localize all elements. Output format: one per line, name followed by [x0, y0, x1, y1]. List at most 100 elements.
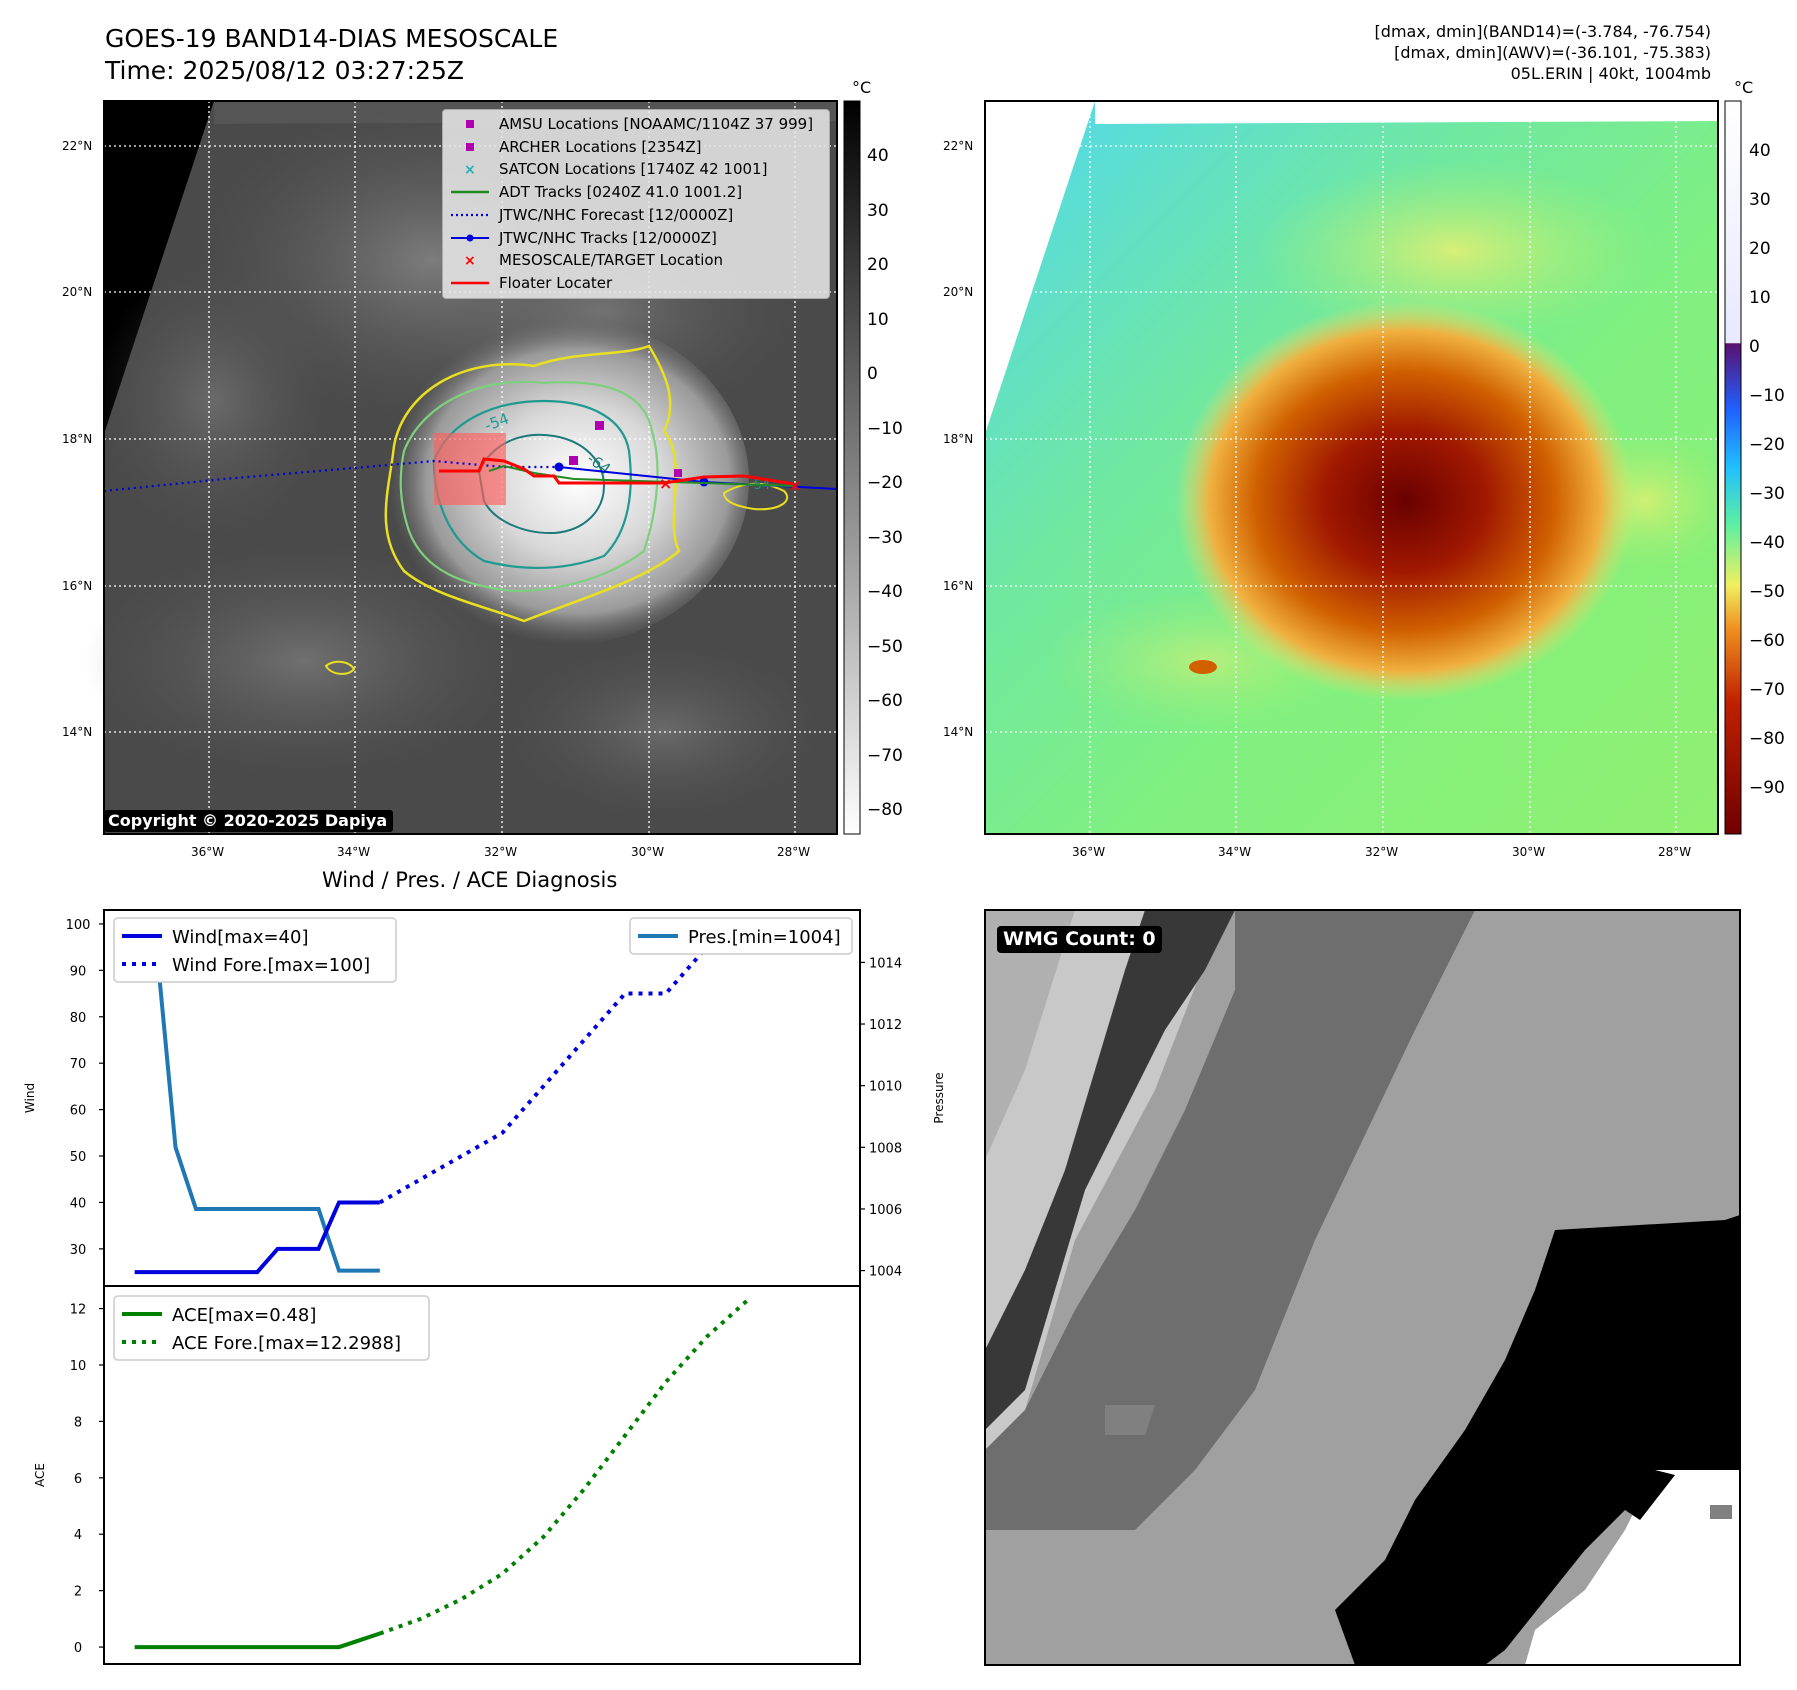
wind-axis-tick-label: 80	[70, 1011, 87, 1026]
awv-colorbar-tick: −60	[1749, 631, 1785, 651]
lat-tick-label: 18°N	[62, 432, 93, 446]
lat-tick-label: 20°N	[62, 285, 93, 299]
awv-panel	[984, 100, 1735, 835]
ace-axes-frame	[103, 1285, 861, 1665]
wind-forecast-series-line	[378, 922, 749, 1205]
ir-colorbar-tick: −50	[867, 636, 903, 657]
ir-colorbar-tick: −70	[867, 745, 903, 766]
ir-colorbar-tick: 40	[867, 146, 889, 166]
lon-tick-label: 36°W	[1072, 845, 1106, 859]
wind-axis-tick-label: 30	[70, 1243, 87, 1258]
legend-label: Wind[max=40]	[172, 927, 309, 948]
legend-swatch	[451, 281, 489, 285]
wind-axis-tick-label: 100	[66, 918, 91, 933]
ace-forecast-series-line	[379, 1298, 749, 1636]
legend-label: JTWC/NHC Forecast [12/0000Z]	[499, 205, 734, 224]
jtwc-track-point	[554, 462, 564, 472]
wind-axis-label: Wind	[23, 1083, 37, 1113]
legend-swatch	[451, 213, 489, 216]
wind-axis-tick-label: 40	[70, 1196, 87, 1211]
awv-colorbar-tick: −50	[1749, 582, 1785, 602]
floater-locater-line	[439, 457, 795, 486]
lon-tick-label: 30°W	[1512, 845, 1546, 859]
legend-swatch	[466, 120, 474, 128]
legend-label: JTWC/NHC Tracks [12/0000Z]	[499, 228, 717, 247]
amsu-marker	[595, 421, 604, 430]
legend-label: ARCHER Locations [2354Z]	[499, 137, 702, 156]
wind-axis-tick-label: 70	[70, 1057, 87, 1072]
pressure-axis-tick-label: 1006	[869, 1203, 902, 1218]
legend-entry: Floater Locater	[449, 273, 829, 293]
ir-colorbar-tick: −20	[867, 473, 903, 493]
ir-colorbar-unit: °C	[852, 78, 872, 97]
diag-chart: 3040506070809010010041006100810101012101…	[23, 909, 946, 1665]
pressure-axis-tick-label: 1008	[869, 1141, 902, 1156]
awv-colorbar-unit: °C	[1734, 78, 1754, 97]
legend-swatch: ×	[464, 162, 476, 178]
awv-colorbar-tick: 0	[1749, 337, 1760, 357]
ir-colorbar-tick: −80	[867, 800, 903, 820]
wind-axis-tick-label: 50	[70, 1150, 87, 1165]
wmg-count-badge: WMG Count: 0	[997, 926, 1162, 953]
lat-tick-label: 18°N	[943, 432, 974, 446]
ace-legend: ACE[max=0.48] ACE Fore.[max=12.2988]	[113, 1295, 430, 1361]
legend-swatch	[451, 190, 489, 194]
legend-label: SATCON Locations [1740Z 42 1001]	[499, 160, 768, 179]
awv-colorbar-tick: 20	[1749, 239, 1771, 259]
lon-tick-label: 30°W	[631, 845, 665, 859]
awv-colorbar-tick: −20	[1749, 435, 1785, 455]
target-location-marker-2: ×	[788, 476, 801, 495]
diag-title: Wind / Pres. / ACE Diagnosis	[322, 868, 618, 892]
info-line-band14: [dmax, dmin](BAND14)=(-3.784, -76.754)	[1374, 22, 1711, 41]
lat-tick-label: 22°N	[943, 139, 974, 153]
awv-colorbar-tick: −90	[1749, 778, 1785, 798]
awv-colorbar-tick: 40	[1749, 141, 1771, 161]
svg-text:×: ×	[464, 253, 476, 269]
legend-swatch: ×	[464, 253, 476, 269]
awv-colorbar-tick: 10	[1749, 288, 1771, 308]
ace-axis-tick-label: 4	[74, 1528, 82, 1543]
lon-tick-label: 32°W	[1365, 845, 1399, 859]
wind-axis-tick-label: 60	[70, 1104, 87, 1119]
copyright-label: Copyright © 2020-2025 Dapiya	[104, 810, 394, 832]
archer-marker	[569, 456, 578, 465]
legend-label: MESOSCALE/TARGET Location	[499, 251, 724, 270]
legend-label: ACE Fore.[max=12.2988]	[172, 1333, 401, 1354]
lon-tick-label: 34°W	[337, 845, 371, 859]
wind-series-line	[134, 1200, 380, 1275]
wind-axis-tick-label: 90	[70, 964, 87, 979]
ir-colorbar-tick: −40	[867, 582, 903, 602]
legend-entry: ADT Tracks [0240Z 41.0 1001.2]	[449, 182, 829, 202]
contour-teal	[432, 399, 632, 570]
info-line-storm: 05L.ERIN | 40kt, 1004mb	[1510, 64, 1711, 83]
legend-label: Pres.[min=1004]	[688, 927, 841, 948]
legend-swatch	[451, 234, 489, 241]
legend-label: AMSU Locations [NOAAMC/1104Z 37 999]	[499, 115, 814, 133]
legend-swatch	[466, 142, 474, 151]
target-location-marker: ×	[659, 474, 672, 493]
ace-axis-tick-label: 8	[74, 1415, 82, 1430]
lon-tick-label: 28°W	[1658, 845, 1692, 859]
legend-entry: ARCHER Locations [2354Z]	[449, 137, 829, 157]
wind-legend: Wind[max=40] Wind Fore.[max=100]	[113, 917, 397, 983]
awv-colorbar-tick: 30	[1749, 190, 1771, 210]
lat-tick-label: 14°N	[943, 725, 974, 739]
ace-axis-tick-label: 12	[70, 1303, 87, 1318]
awv-colorbar	[1724, 100, 1742, 835]
lat-tick-label: 14°N	[62, 725, 93, 739]
contour-light-green	[399, 380, 659, 593]
pressure-axis-label: Pressure	[932, 1072, 946, 1123]
legend-entry: × SATCON Locations [1740Z 42 1001]	[449, 159, 829, 179]
page-subtitle-time: Time: 2025/08/12 03:27:25Z	[105, 56, 464, 85]
lat-tick-label: 16°N	[943, 579, 974, 593]
ace-series-line	[134, 1631, 381, 1650]
pressure-axis-tick-label: 1012	[869, 1018, 902, 1033]
legend-label: ACE[max=0.48]	[172, 1305, 316, 1326]
svg-text:×: ×	[464, 162, 476, 178]
legend-label: ADT Tracks [0240Z 41.0 1001.2]	[499, 183, 743, 202]
legend-label: Floater Locater	[499, 273, 613, 292]
legend-entry: JTWC/NHC Tracks [12/0000Z]	[449, 228, 829, 248]
pressure-axis-tick-label: 1004	[869, 1265, 902, 1280]
ir-colorbar-tick: 30	[867, 200, 889, 221]
pressure-axis-tick-label: 1010	[869, 1080, 902, 1095]
